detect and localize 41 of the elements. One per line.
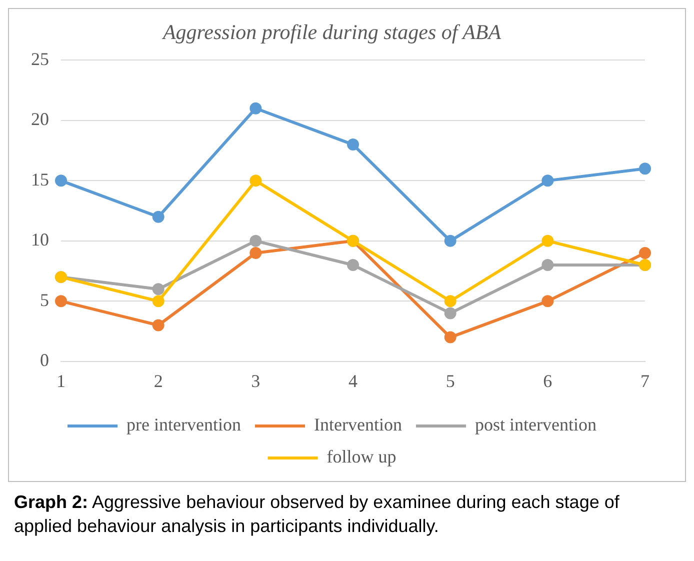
point	[639, 162, 651, 175]
y-tick-label: 5	[40, 290, 49, 310]
x-tick-label: 6	[543, 370, 552, 391]
point	[444, 331, 456, 344]
point	[444, 295, 456, 308]
point	[444, 307, 456, 320]
point	[152, 210, 164, 223]
x-tick-label: 1	[56, 370, 66, 391]
y-tick-label: 20	[31, 109, 49, 130]
x-tick-label: 4	[348, 370, 358, 391]
point	[250, 174, 262, 187]
point	[542, 234, 554, 247]
y-tick-label: 10	[31, 230, 49, 250]
x-tick-label: 3	[251, 370, 260, 391]
y-tick-label: 25	[31, 48, 49, 69]
point	[347, 259, 359, 272]
point	[639, 246, 651, 259]
x-tick-label: 5	[446, 370, 455, 391]
legend-label: post intervention	[474, 414, 596, 435]
point	[250, 246, 262, 259]
point	[542, 259, 554, 272]
chart-title: Aggression profile during stages of ABA	[160, 20, 502, 44]
point	[542, 295, 554, 308]
legend-label: follow up	[326, 446, 396, 467]
point	[55, 174, 67, 187]
caption: Graph 2: Aggressive behaviour observed by examinee during each stage of applied behaviour analysis in participants individually.	[14, 492, 620, 536]
point	[542, 174, 554, 187]
point	[444, 234, 456, 247]
legend-label: pre intervention	[126, 414, 242, 435]
point	[250, 234, 262, 247]
y-tick-label: 0	[40, 350, 49, 370]
point	[152, 295, 164, 308]
legend-label: Intervention	[314, 414, 402, 435]
point	[250, 102, 262, 114]
point	[152, 283, 164, 296]
point	[152, 319, 164, 332]
x-tick-label: 2	[154, 370, 163, 391]
point	[347, 138, 359, 151]
y-tick-label: 15	[31, 169, 49, 190]
x-tick-label: 7	[640, 370, 650, 391]
point	[55, 295, 67, 308]
